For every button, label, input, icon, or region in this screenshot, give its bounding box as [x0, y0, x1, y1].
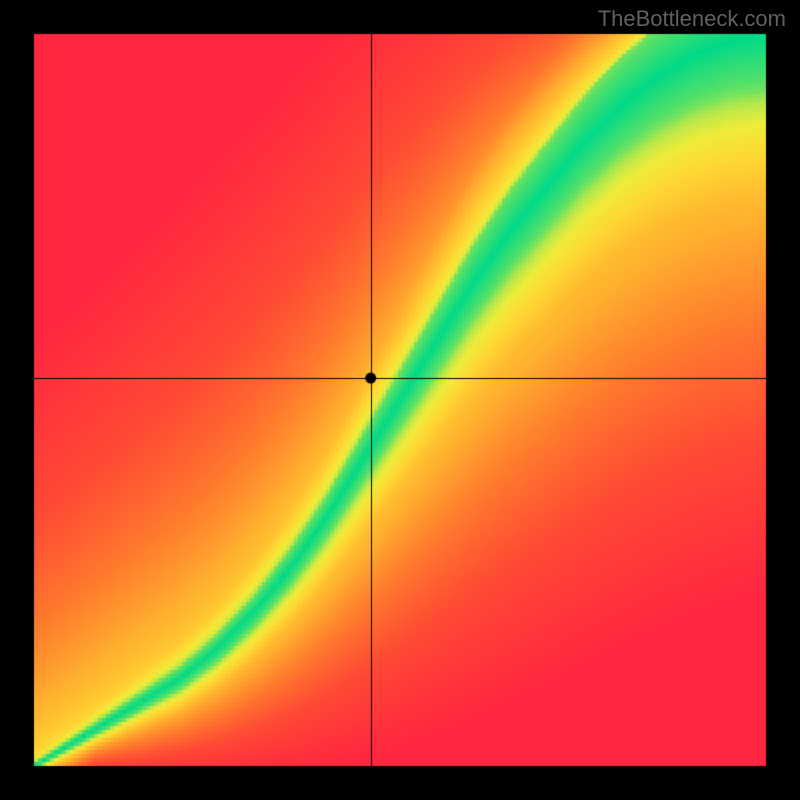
watermark-text: TheBottleneck.com [598, 6, 786, 32]
heatmap-plot [0, 0, 800, 800]
